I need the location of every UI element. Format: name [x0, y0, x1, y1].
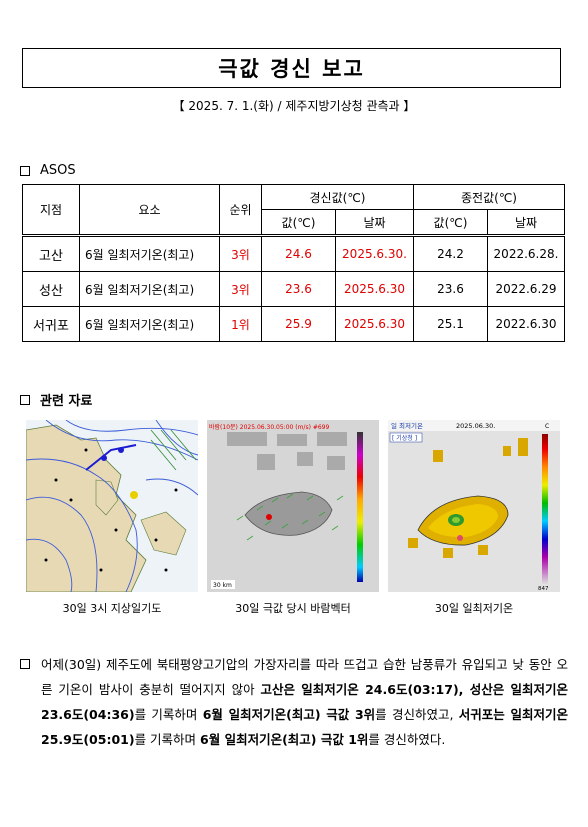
wind-vector-caption: 30일 극값 당시 바람벡터	[235, 602, 351, 615]
summary-p2: 고산은 일최저기온 24.6도(03:17), 성산은 일최저기온 23.6도(…	[41, 682, 569, 722]
header-old-value: 값(℃)	[413, 209, 488, 236]
old-date-cell: 2022.6.29	[487, 271, 565, 307]
min-temp-unit: C	[545, 423, 549, 430]
new-date-cell: 2025.6.30	[335, 271, 414, 307]
wind-vector-graphic: 바람(10분) 2025.06.30.05:00 (m/s) #699	[207, 420, 379, 592]
element-cell: 6월 일최저기온(최고)	[79, 235, 220, 272]
header-rank: 순위	[219, 184, 262, 236]
summary-p8: 6월 일최저기온(최고) 극값 1위	[200, 732, 369, 747]
old-date-cell: 2022.6.30	[487, 306, 565, 342]
min-temp-count: 847	[538, 586, 549, 592]
old-value-cell: 25.1	[413, 306, 488, 342]
old-value-cell: 23.6	[413, 271, 488, 307]
summary-p9: 를 경신하였다.	[368, 732, 446, 747]
min-temp-header-title: 일 최저기온	[391, 421, 423, 430]
extremes-table: 지점 요소 순위 경신값(℃) 종전값(℃) 값(℃) 날짜 값(℃) 날짜 고…	[22, 184, 565, 342]
station-cell: 성산	[22, 271, 80, 307]
summary-p5: 를 경신하였고,	[375, 707, 459, 722]
new-value-cell: 25.9	[261, 306, 336, 342]
report-title-box: 극값 경신 보고	[22, 48, 561, 88]
old-value-cell: 24.2	[413, 235, 488, 272]
station-cell: 서귀포	[22, 306, 80, 342]
summary-p1: 어제(30일) 제주도에 북태평양고기압의 가장자리를 따라 뜨겁고 습한 남풍…	[41, 657, 568, 697]
weather-chart-graphic	[26, 420, 198, 592]
weather-chart-caption: 30일 3시 지상일기도	[62, 602, 162, 615]
header-old-group: 종전값(℃)	[413, 184, 565, 210]
checkbox-icon	[20, 394, 30, 405]
summary-p4: 6월 일최저기온(최고) 극값 3위	[202, 707, 376, 722]
summary-p3: 를 기록하며	[134, 707, 203, 722]
summary-paragraph: 어제(30일) 제주도에 북태평양고기압의 가장자리를 따라 뜨겁고 습한 남풍…	[20, 652, 568, 752]
weather-chart-image	[26, 420, 198, 592]
table-row: 성산 6월 일최저기온(최고) 3위 23.6 2025.6.30 23.6 2…	[22, 271, 565, 307]
section-asos: ASOS	[20, 163, 76, 178]
new-value-cell: 24.6	[261, 235, 336, 272]
min-temp-caption: 30일 일최저기온	[434, 602, 514, 615]
new-date-cell: 2025.6.30	[335, 306, 414, 342]
rank-cell: 1위	[219, 306, 262, 342]
summary-p6: 서귀포는 일최저기온 25.9도(05:01)	[41, 707, 568, 747]
old-date-cell: 2022.6.28.	[487, 235, 565, 272]
header-element: 요소	[79, 184, 220, 236]
wind-scale-label: 30 km	[213, 582, 232, 589]
table-row: 고산 6월 일최저기온(최고) 3위 24.6 2025.6.30. 24.2 …	[22, 235, 565, 272]
element-cell: 6월 일최저기온(최고)	[79, 271, 220, 307]
min-temp-graphic: 일 최저기온 2025.06.30. C [ 기상청 ] 847	[388, 420, 560, 592]
section-asos-label: ASOS	[40, 163, 76, 178]
header-new-date: 날짜	[335, 209, 414, 236]
header-station: 지점	[22, 184, 80, 236]
element-cell: 6월 일최저기온(최고)	[79, 306, 220, 342]
min-temp-header-date: 2025.06.30.	[456, 422, 495, 430]
wind-header-label: 바람(10분) 2025.06.30.05:00 (m/s) #699	[209, 423, 329, 431]
wind-vector-image: 바람(10분) 2025.06.30.05:00 (m/s) #699	[207, 420, 379, 592]
section-related-label: 관련 자료	[40, 394, 93, 409]
new-value-cell: 23.6	[261, 271, 336, 307]
checkbox-icon	[20, 165, 30, 176]
min-temp-tag: [ 기상청 ]	[392, 434, 417, 442]
report-subtitle: 【 2025. 7. 1.(화) / 제주지방기상청 관측과 】	[172, 99, 416, 113]
min-temp-image: 일 최저기온 2025.06.30. C [ 기상청 ] 847	[388, 420, 560, 592]
rank-cell: 3위	[219, 235, 262, 272]
header-new-group: 경신값(℃)	[261, 184, 414, 210]
report-title: 극값 경신 보고	[218, 57, 365, 81]
rank-cell: 3위	[219, 271, 262, 307]
section-related: 관련 자료	[20, 390, 92, 409]
station-cell: 고산	[22, 235, 80, 272]
checkbox-icon	[20, 659, 30, 669]
table-row: 서귀포 6월 일최저기온(최고) 1위 25.9 2025.6.30 25.1 …	[22, 306, 565, 342]
header-new-value: 값(℃)	[261, 209, 336, 236]
summary-p7: 를 기록하며	[134, 732, 201, 747]
summary-text: 어제(30일) 제주도에 북태평양고기압의 가장자리를 따라 뜨겁고 습한 남풍…	[41, 652, 568, 752]
new-date-cell: 2025.6.30.	[335, 235, 414, 272]
header-old-date: 날짜	[487, 209, 565, 236]
